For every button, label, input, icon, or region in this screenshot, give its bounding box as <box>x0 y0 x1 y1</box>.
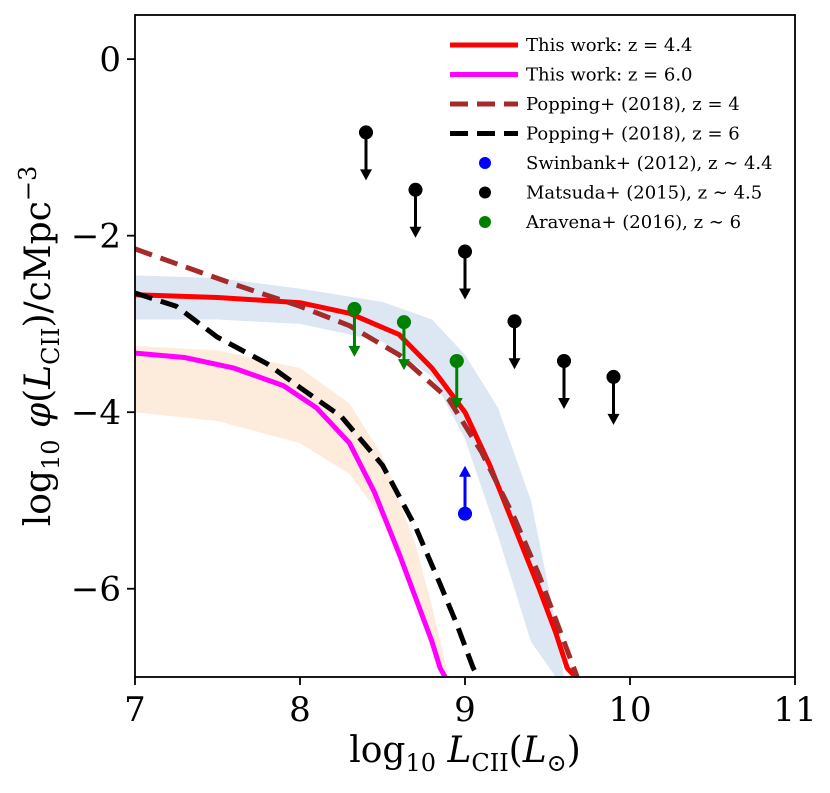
legend-item-2: Popping+ (2018), z = 4 <box>450 94 740 115</box>
legend: This work: z = 4.4 This work: z = 6.0 Popp… <box>450 35 773 233</box>
legend-item-6: Aravena+ (2016), z ∼ 6 <box>479 212 741 233</box>
y-axis-label: log10 φ(LCII)/cMpc−3 <box>14 166 65 527</box>
point-1-1 <box>408 182 423 238</box>
point-1-3 <box>507 314 522 370</box>
legend-item-5: Matsuda+ (2015), z ∼ 4.5 <box>479 183 762 204</box>
x-tick-label: 9 <box>454 690 476 730</box>
point-2-1 <box>396 315 411 371</box>
point-2-2 <box>449 354 464 410</box>
series-line-2 <box>135 246 580 677</box>
point-1-4 <box>557 354 571 410</box>
legend-label: Aravena+ (2016), z ∼ 6 <box>525 212 741 233</box>
legend-item-4: Swinbank+ (2012), z ∼ 4.4 <box>479 153 773 174</box>
band-0 <box>135 275 564 677</box>
y-tick-label: −2 <box>71 217 121 257</box>
point-1-0 <box>359 125 373 181</box>
legend-marker <box>479 157 491 169</box>
y-tick-label: −6 <box>71 570 121 610</box>
legend-label: Swinbank+ (2012), z ∼ 4.4 <box>526 153 773 174</box>
x-tick-label: 11 <box>773 690 816 730</box>
series-line-0 <box>135 292 578 677</box>
data-points <box>347 125 621 521</box>
series-line-1 <box>135 350 448 677</box>
legend-marker <box>479 216 491 228</box>
y-tick-label: 0 <box>99 40 121 80</box>
legend-label: Popping+ (2018), z = 4 <box>526 94 740 115</box>
point-1-2 <box>458 244 472 300</box>
legend-label: This work: z = 4.4 <box>526 35 693 56</box>
series-line-3 <box>135 290 481 677</box>
point-1-5 <box>606 369 621 425</box>
point-0-0 <box>458 465 472 521</box>
legend-marker <box>479 186 491 199</box>
legend-label: Matsuda+ (2015), z ∼ 4.5 <box>526 183 762 204</box>
axis-ticks: 7 8 9 10 11 0 −2 −4 −6 <box>71 40 817 730</box>
legend-label: Popping+ (2018), z = 6 <box>526 124 740 145</box>
legend-item-3: Popping+ (2018), z = 6 <box>450 124 740 145</box>
x-tick-label: 8 <box>289 690 311 730</box>
x-axis-label: log10 LCII(L⊙) <box>349 730 581 777</box>
y-tick-label: −4 <box>71 393 121 433</box>
band-1 <box>135 346 452 677</box>
x-tick-label: 7 <box>124 690 146 730</box>
legend-item-1: This work: z = 6.0 <box>450 65 693 86</box>
point-2-0 <box>347 301 362 357</box>
legend-label: This work: z = 6.0 <box>526 65 693 86</box>
x-tick-label: 10 <box>608 690 651 730</box>
series-lines <box>135 246 580 677</box>
confidence-bands <box>135 275 564 677</box>
legend-item-0: This work: z = 4.4 <box>450 35 693 56</box>
